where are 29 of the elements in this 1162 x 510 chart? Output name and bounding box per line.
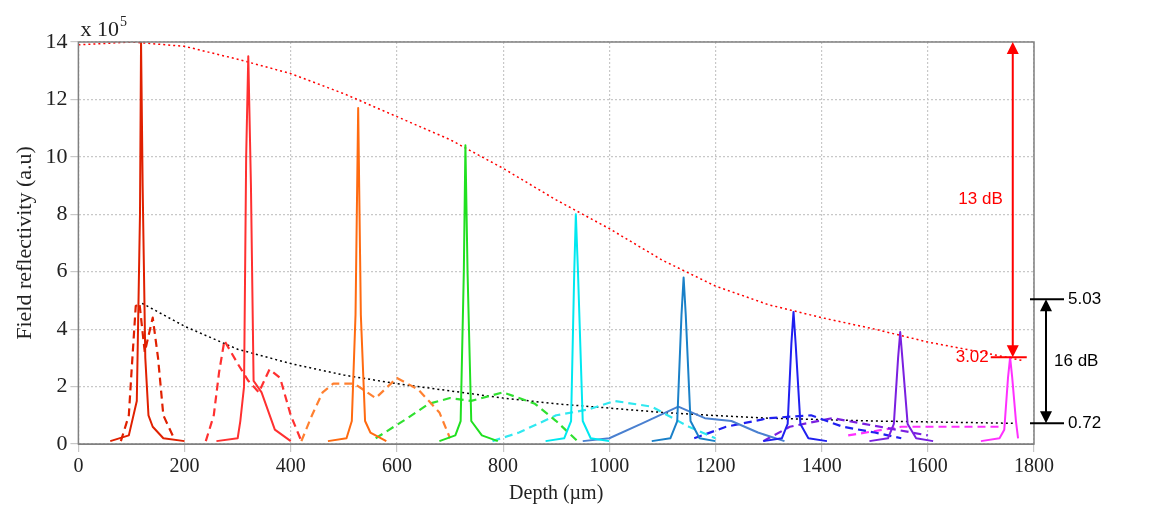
annotation: 3.02 (955, 346, 989, 366)
x-tick-label: 1000 (589, 454, 630, 477)
y-tick-label: 0 (56, 429, 68, 455)
x-tick-label: 0 (73, 454, 84, 477)
y-tick-label: 6 (56, 257, 68, 283)
x-tick-label: 1600 (907, 454, 948, 477)
x-tick-label: 800 (488, 454, 519, 477)
y-tick-label: 2 (56, 372, 68, 398)
x-tick-label: 200 (169, 454, 200, 477)
x-tick-label: 1400 (801, 454, 842, 477)
text: 0.72 (1068, 413, 1102, 433)
y-tick-label: 8 (56, 200, 68, 226)
text: 5.03 (1068, 288, 1102, 308)
line-series (300, 376, 452, 443)
y-axis-title: Field reflectivity (a.u) (10, 146, 36, 340)
x-axis-title: Depth (µm) (509, 481, 604, 505)
annotation: 13 dB (958, 189, 1003, 209)
x-tick-label: 1200 (695, 454, 736, 477)
y-tick-label: 14 (45, 27, 68, 53)
line-series (141, 302, 1014, 425)
x-tick-label: 600 (381, 454, 412, 477)
x-tick-label: 400 (275, 454, 306, 477)
x-tick-label: 1800 (1014, 454, 1054, 477)
text: 16 dB (1054, 350, 1099, 370)
y-tick-label: 4 (56, 314, 68, 340)
line-series (491, 399, 717, 443)
y-tick-label: 10 (45, 142, 68, 168)
line-series (374, 391, 579, 443)
y-tick-label: 12 (45, 85, 68, 111)
